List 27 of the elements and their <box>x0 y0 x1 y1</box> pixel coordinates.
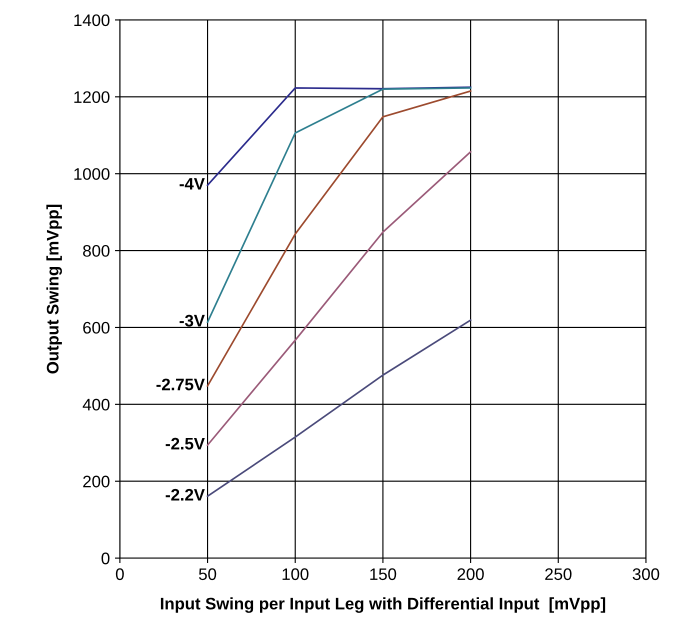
x-axis-title: Input Swing per Input Leg with Differential Input [mVpp] <box>160 597 606 613</box>
y-tick-label: 1200 <box>74 91 110 104</box>
y-tick-label: 800 <box>83 244 110 257</box>
y-axis-title: Output Swing [mVpp] <box>46 204 62 374</box>
series-label: -4V <box>180 178 205 190</box>
series-label: -2.2V <box>166 488 205 501</box>
series-label: -2.75V <box>156 378 205 390</box>
x-tick-label: 100 <box>282 568 308 580</box>
line-series <box>206 150 472 446</box>
x-tick-label: 300 <box>632 568 660 580</box>
line-series <box>206 86 472 186</box>
y-tick-label: 600 <box>83 322 110 334</box>
series-label: -3V <box>180 314 205 327</box>
y-tick-label: 400 <box>82 398 110 411</box>
y-tick-label: 1400 <box>74 14 110 26</box>
x-tick-label: 250 <box>545 568 572 580</box>
y-tick-label: 0 <box>102 552 110 564</box>
y-tick-label: 200 <box>83 476 110 488</box>
y-tick-label: 1000 <box>74 168 110 180</box>
line-series <box>206 90 472 387</box>
line-series <box>206 87 472 323</box>
line-series <box>206 319 472 498</box>
x-tick-label: 50 <box>198 568 216 580</box>
x-tick-label: 150 <box>370 568 396 580</box>
x-tick-label: 200 <box>458 568 484 580</box>
series-label: -2.5V <box>166 438 205 450</box>
x-tick-label: 0 <box>116 568 124 580</box>
